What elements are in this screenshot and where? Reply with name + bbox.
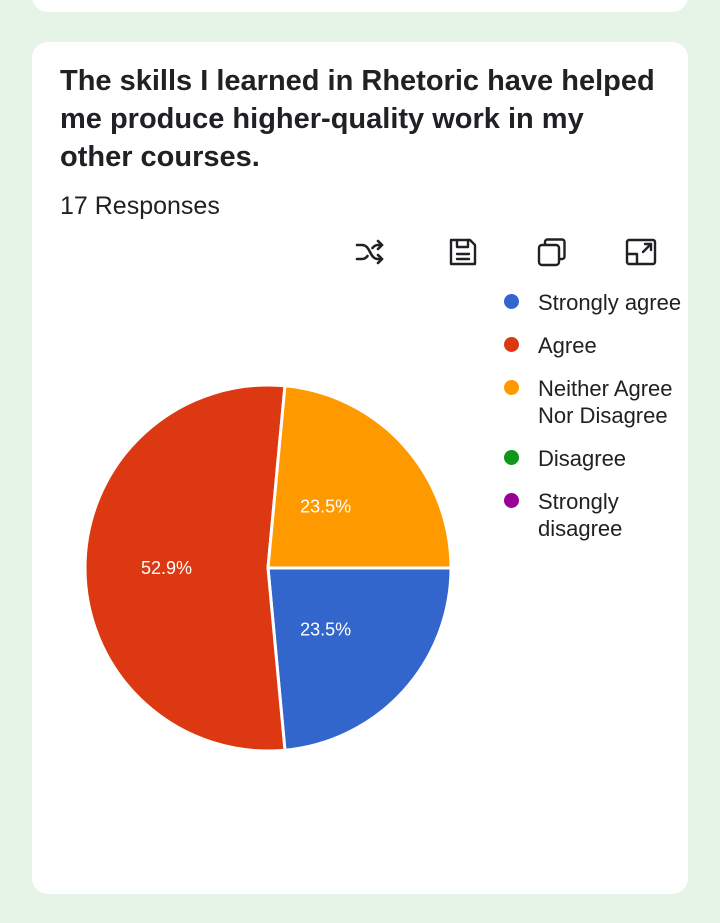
legend-marker (504, 337, 519, 352)
legend-item-disagree[interactable]: Disagree (502, 445, 682, 472)
slice-label-neither-agree-nor-disagree: 23.5% (300, 496, 351, 516)
legend-marker (504, 450, 519, 465)
pie-chart: 23.5% 52.9% 23.5% (83, 383, 453, 753)
chart-legend: Strongly agree Agree Neither Agree Nor Dis… (502, 289, 682, 558)
expand-icon[interactable] (623, 234, 659, 270)
previous-question-card (32, 0, 688, 12)
legend-marker (504, 380, 519, 395)
copy-icon[interactable] (534, 234, 570, 270)
legend-item-strongly-disagree[interactable]: Strongly disagree (502, 488, 682, 542)
slice-label-agree: 52.9% (141, 558, 192, 578)
pie-slice-agree[interactable] (83, 383, 287, 753)
legend-label: Strongly disagree (538, 489, 623, 541)
legend-marker (504, 294, 519, 309)
legend-label: Disagree (538, 446, 627, 471)
save-icon[interactable] (445, 234, 481, 270)
shuffle-icon[interactable] (352, 234, 388, 270)
chart-toolbar (32, 234, 688, 270)
legend-label: Strongly agree (538, 290, 682, 315)
legend-item-neither-agree-nor-disagree[interactable]: Neither Agree Nor Disagree (502, 375, 682, 429)
slice-label-strongly-agree: 23.5% (300, 620, 351, 640)
question-title: The skills I learned in Rhetoric have he… (60, 65, 655, 173)
legend-label: Neither Agree Nor Disagree (538, 376, 673, 428)
legend-item-agree[interactable]: Agree (502, 332, 682, 359)
legend-marker (504, 493, 519, 508)
legend-item-strongly-agree[interactable]: Strongly agree (502, 289, 682, 316)
legend-label: Agree (538, 333, 597, 358)
pie-slice-neither-agree-nor-disagree[interactable] (266, 384, 453, 570)
question-card: The skills I learned in Rhetoric have he… (32, 42, 688, 894)
responses-count: 17 Responses (60, 192, 220, 220)
pie-slice-strongly-agree[interactable] (266, 566, 453, 752)
